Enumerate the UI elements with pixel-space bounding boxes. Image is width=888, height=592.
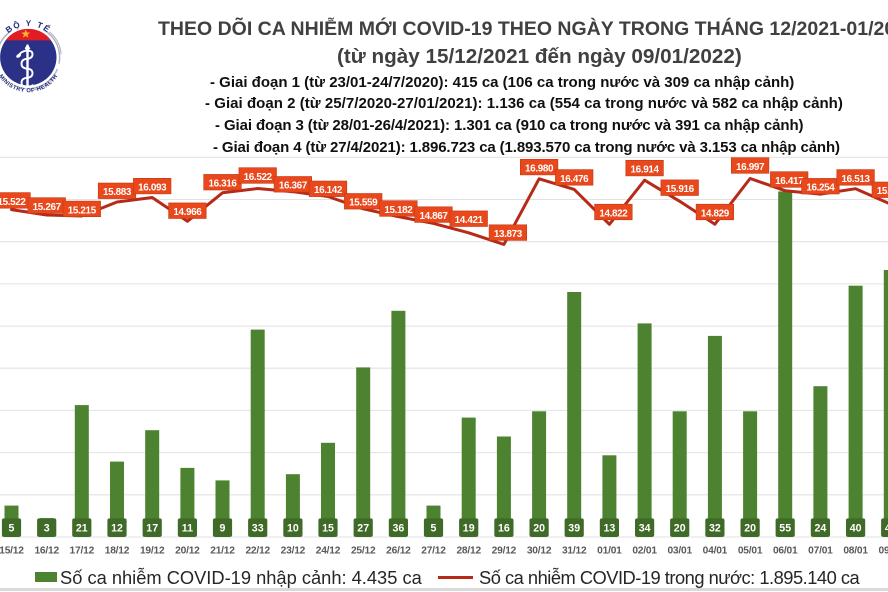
svg-text:17/12: 17/12 [70, 546, 95, 557]
svg-text:14.421: 14.421 [455, 215, 484, 226]
svg-text:26/12: 26/12 [386, 546, 411, 557]
svg-text:16.914: 16.914 [631, 165, 660, 176]
svg-text:15.779: 15.779 [877, 186, 888, 197]
svg-text:09/01: 09/01 [879, 546, 888, 557]
svg-text:12: 12 [111, 523, 123, 535]
svg-text:16.254: 16.254 [806, 183, 835, 194]
svg-text:3: 3 [44, 523, 50, 535]
svg-text:42: 42 [885, 523, 888, 535]
svg-text:32: 32 [709, 523, 721, 535]
svg-text:34: 34 [639, 523, 651, 535]
svg-text:19/12: 19/12 [140, 546, 165, 557]
svg-text:06/01: 06/01 [773, 546, 798, 557]
svg-text:15.215: 15.215 [68, 205, 97, 216]
svg-text:23/12: 23/12 [281, 546, 306, 557]
svg-text:16.093: 16.093 [138, 183, 167, 194]
svg-text:15.267: 15.267 [33, 202, 62, 213]
svg-text:13.873: 13.873 [494, 229, 523, 240]
svg-text:16.513: 16.513 [842, 174, 871, 185]
svg-text:16.417: 16.417 [775, 176, 804, 187]
svg-text:16: 16 [498, 523, 510, 535]
svg-text:15.182: 15.182 [384, 205, 413, 216]
svg-text:40: 40 [850, 523, 862, 535]
svg-text:01/01: 01/01 [597, 546, 622, 557]
svg-text:15: 15 [322, 523, 334, 535]
svg-text:16.522: 16.522 [244, 172, 273, 183]
svg-text:13: 13 [604, 523, 616, 535]
svg-text:02/01: 02/01 [632, 546, 657, 557]
svg-text:29/12: 29/12 [492, 546, 517, 557]
svg-text:5: 5 [9, 523, 15, 535]
svg-text:22/12: 22/12 [245, 546, 270, 557]
svg-text:16.997: 16.997 [736, 162, 765, 173]
svg-text:10: 10 [287, 523, 299, 535]
svg-text:27: 27 [357, 523, 369, 535]
svg-text:16.980: 16.980 [525, 164, 554, 175]
svg-text:25/12: 25/12 [351, 546, 376, 557]
svg-text:33: 33 [252, 523, 264, 535]
svg-text:20: 20 [533, 523, 545, 535]
svg-text:31/12: 31/12 [562, 546, 587, 557]
svg-text:17: 17 [146, 523, 158, 535]
svg-text:39: 39 [568, 523, 580, 535]
svg-text:27/12: 27/12 [421, 546, 446, 557]
svg-text:07/01: 07/01 [808, 546, 833, 557]
svg-text:15.916: 15.916 [666, 184, 695, 195]
svg-text:16.476: 16.476 [560, 174, 589, 185]
svg-text:21/12: 21/12 [210, 546, 235, 557]
svg-text:5: 5 [431, 523, 437, 535]
svg-text:15.522: 15.522 [0, 197, 26, 208]
svg-text:03/01: 03/01 [667, 546, 692, 557]
svg-text:30/12: 30/12 [527, 546, 552, 557]
svg-text:19: 19 [463, 523, 475, 535]
svg-text:16.367: 16.367 [279, 181, 308, 192]
svg-text:14.867: 14.867 [419, 211, 448, 222]
svg-text:11: 11 [182, 523, 193, 535]
svg-text:14.829: 14.829 [701, 208, 730, 219]
svg-text:20: 20 [744, 523, 756, 535]
svg-text:05/01: 05/01 [738, 546, 763, 557]
svg-text:14.966: 14.966 [173, 207, 202, 218]
svg-text:16.316: 16.316 [208, 179, 237, 190]
svg-text:15/12: 15/12 [0, 546, 24, 557]
svg-text:36: 36 [393, 523, 405, 535]
svg-text:24: 24 [815, 523, 827, 535]
svg-text:9: 9 [220, 523, 226, 535]
svg-text:08/01: 08/01 [843, 546, 868, 557]
svg-text:16.142: 16.142 [314, 185, 343, 196]
svg-text:21: 21 [76, 523, 88, 535]
svg-text:15.559: 15.559 [349, 198, 378, 209]
svg-text:18/12: 18/12 [105, 546, 130, 557]
svg-text:15.883: 15.883 [103, 187, 132, 198]
svg-text:55: 55 [779, 523, 791, 535]
svg-text:16/12: 16/12 [34, 546, 59, 557]
svg-text:14.822: 14.822 [599, 208, 628, 219]
svg-text:20/12: 20/12 [175, 546, 200, 557]
svg-text:28/12: 28/12 [456, 546, 481, 557]
svg-text:20: 20 [674, 523, 686, 535]
svg-text:24/12: 24/12 [316, 546, 341, 557]
svg-text:04/01: 04/01 [703, 546, 728, 557]
